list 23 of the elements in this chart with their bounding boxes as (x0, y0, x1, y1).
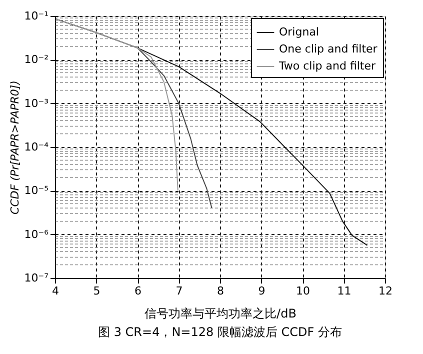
legend-label: Orignal (279, 26, 319, 38)
caption: 图 3 CR=4，N=128 限幅滤波后 CCDF 分布 (98, 325, 342, 339)
x-tick-label: 10 (296, 284, 310, 298)
x-tick-label: 4 (52, 284, 59, 298)
y-axis-title: CCDF (Pr[PAPR>PAPR0]) (8, 80, 22, 214)
y-tick-label: 10⁻⁵ (24, 184, 48, 198)
y-tick-label: 10⁻¹ (24, 10, 48, 22)
x-tick-label: 12 (378, 284, 392, 298)
y-tick-label: 10⁻⁷ (24, 272, 48, 284)
x-tick-label: 7 (176, 284, 183, 298)
x-tick-label: 11 (337, 284, 352, 298)
legend-label: Two clip and filter (278, 60, 376, 72)
line-series (55, 18, 178, 192)
x-tick-label: 9 (258, 284, 266, 298)
x-tick-label: 5 (93, 284, 100, 298)
y-tick-label: 10⁻³ (24, 96, 48, 110)
y-tick-label: 10⁻⁴ (24, 140, 50, 154)
legend-label: One clip and filter (279, 42, 378, 56)
x-axis-title: 信号功率与平均功率之比/dB (144, 306, 296, 320)
y-tick-label: 10⁻⁶ (24, 228, 50, 241)
x-tick-label: 8 (217, 284, 224, 298)
x-tick-label: 6 (134, 284, 142, 298)
y-tick-label: 10⁻² (24, 53, 48, 66)
